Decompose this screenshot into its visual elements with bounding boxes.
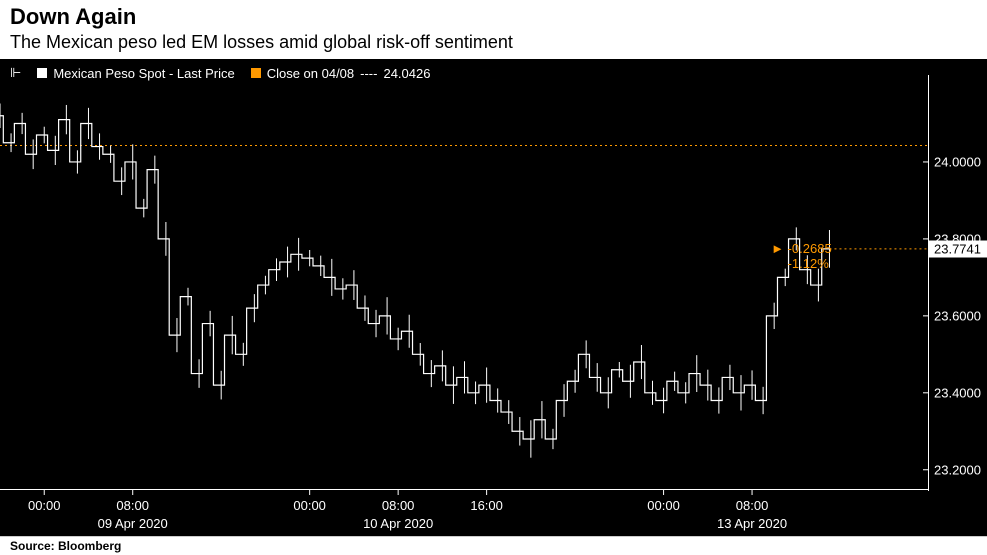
x-axis: 00:0008:0009 Apr 202000:0008:0010 Apr 20…: [0, 494, 929, 536]
x-tick-group: 08:00: [382, 498, 415, 513]
chart-footer: Source: Bloomberg: [0, 536, 987, 555]
x-tick-group: 08:00: [736, 498, 769, 513]
x-tick-time: 08:00: [382, 498, 415, 513]
x-tick-date: 10 Apr 2020: [363, 514, 433, 531]
change-label: ► -0.2685 ► -1.12%: [771, 241, 832, 271]
x-tick-group: 16:00: [470, 498, 503, 513]
y-tick-label: 23.2000: [934, 462, 981, 477]
x-tick-time: 16:00: [470, 498, 503, 513]
x-tick-time: 08:00: [736, 498, 769, 513]
x-tick-time: 00:00: [293, 498, 326, 513]
x-tick-group: 08:00: [116, 498, 149, 513]
last-price-label: 23.7741: [928, 240, 987, 257]
x-tick-time: 00:00: [647, 498, 680, 513]
x-tick-group: 00:00: [293, 498, 326, 513]
chart-subtitle: The Mexican peso led EM losses amid glob…: [10, 32, 977, 53]
y-tick-label: 23.6000: [934, 308, 981, 323]
x-tick-date: 09 Apr 2020: [98, 514, 168, 531]
y-axis: 23.200023.400023.600023.800024.000023.77…: [929, 59, 987, 531]
chart-container: Down Again The Mexican peso led EM losse…: [0, 0, 987, 555]
y-tick-label: 23.4000: [934, 385, 981, 400]
change-pct: -1.12%: [788, 256, 829, 271]
chart-title: Down Again: [10, 4, 977, 30]
source-label: Source: Bloomberg: [10, 539, 121, 553]
x-tick-time: 00:00: [28, 498, 61, 513]
x-tick-group: 00:00: [647, 498, 680, 513]
y-tick-label: 24.0000: [934, 154, 981, 169]
plot-area: ⊩ Mexican Peso Spot - Last Price Close o…: [0, 59, 987, 536]
arrow-right-icon: ►: [771, 241, 784, 256]
line-chart-svg: [0, 59, 929, 531]
chart-header: Down Again The Mexican peso led EM losse…: [0, 0, 987, 59]
x-tick-date: 13 Apr 2020: [717, 514, 787, 531]
x-tick-time: 08:00: [116, 498, 149, 513]
x-tick-group: 00:00: [28, 498, 61, 513]
change-abs: -0.2685: [788, 241, 832, 256]
